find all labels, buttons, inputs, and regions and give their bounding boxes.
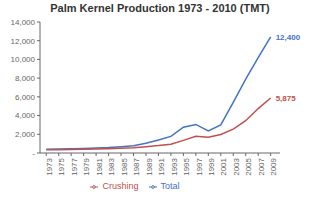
svg-text:14,000: 14,000	[11, 18, 36, 27]
svg-text:1973: 1973	[45, 157, 54, 175]
svg-text:1999: 1999	[207, 157, 216, 175]
svg-text:1995: 1995	[182, 157, 191, 175]
svg-text:1997: 1997	[195, 157, 204, 175]
svg-text:1983: 1983	[107, 157, 116, 175]
svg-text:8,000: 8,000	[15, 74, 36, 83]
svg-text:-: -	[32, 149, 35, 158]
svg-text:2005: 2005	[244, 157, 253, 175]
svg-text:1989: 1989	[145, 157, 154, 175]
svg-text:2001: 2001	[219, 157, 228, 175]
html-text:Total: Total	[160, 181, 180, 191]
svg-text:2007: 2007	[257, 157, 266, 175]
svg-text:1977: 1977	[70, 157, 79, 175]
svg-text:12,400: 12,400	[276, 33, 301, 42]
svg-text:10,000: 10,000	[11, 55, 36, 64]
svg-text:1979: 1979	[82, 157, 91, 175]
svg-text:1985: 1985	[120, 157, 129, 175]
svg-text:12,000: 12,000	[11, 37, 36, 46]
svg-text:6,000: 6,000	[15, 93, 36, 102]
svg-text:1991: 1991	[157, 157, 166, 175]
svg-text:2,000: 2,000	[15, 130, 36, 139]
svg-text:2009: 2009	[269, 157, 278, 175]
svg-text:5,875: 5,875	[276, 94, 297, 103]
html-text:Crushing: Crushing	[102, 181, 139, 191]
svg-text:1993: 1993	[170, 157, 179, 175]
svg-text:2003: 2003	[232, 157, 241, 175]
svg-text:1981: 1981	[95, 157, 104, 175]
html-text:Palm Kernel Production 1973 -: Palm Kernel Production 1973 - 2010 (TMT)	[50, 2, 270, 14]
svg-text:1987: 1987	[132, 157, 141, 175]
svg-text:1975: 1975	[57, 157, 66, 175]
svg-text:4,000: 4,000	[15, 111, 36, 120]
